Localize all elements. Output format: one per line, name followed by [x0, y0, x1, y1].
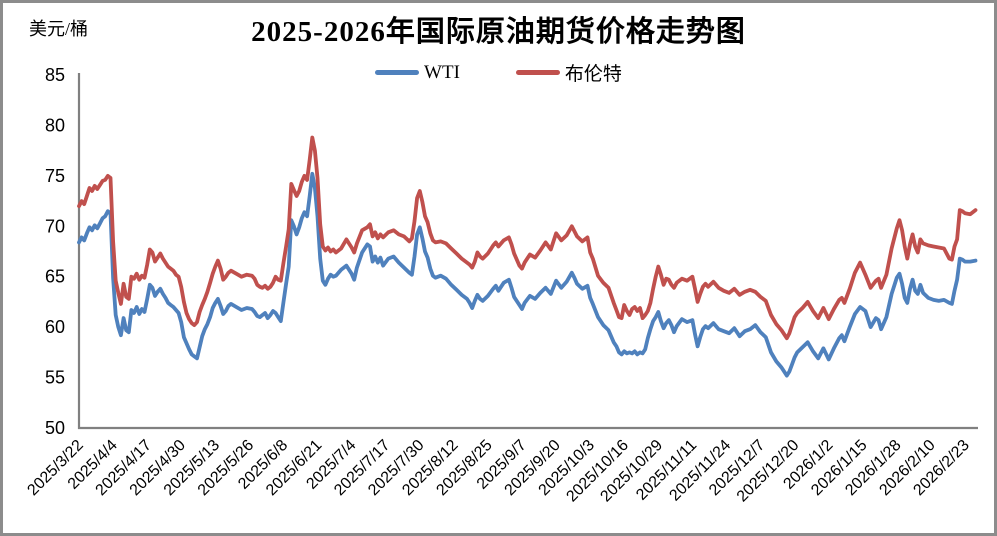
brent-line [77, 135, 978, 341]
legend-item-wti: WTI [375, 62, 460, 84]
y-tick-label: 70 [45, 216, 65, 236]
y-tick-label: 75 [45, 166, 65, 186]
y-axis-unit-label: 美元/桶 [29, 19, 89, 39]
y-tick-label: 60 [45, 317, 65, 337]
legend: WTI 布伦特 [3, 59, 994, 86]
legend-label-wti: WTI [424, 61, 460, 83]
y-tick-label: 65 [45, 267, 65, 287]
y-tick-label: 85 [45, 65, 65, 85]
legend-item-brent: 布伦特 [515, 59, 622, 86]
y-tick-label: 80 [45, 115, 65, 135]
legend-label-brent: 布伦特 [564, 64, 622, 85]
brent-line-swatch-icon [515, 70, 560, 75]
chart-title: 2025-2026年国际原油期货价格走势图 [251, 16, 746, 48]
wti-line [77, 171, 978, 378]
price-trend-plot: 85807570656055502025/3/222025/4/42025/4/… [24, 65, 978, 505]
y-tick-label: 50 [45, 418, 65, 438]
wti-line-swatch-icon [375, 70, 420, 75]
y-tick-label: 55 [45, 368, 65, 388]
